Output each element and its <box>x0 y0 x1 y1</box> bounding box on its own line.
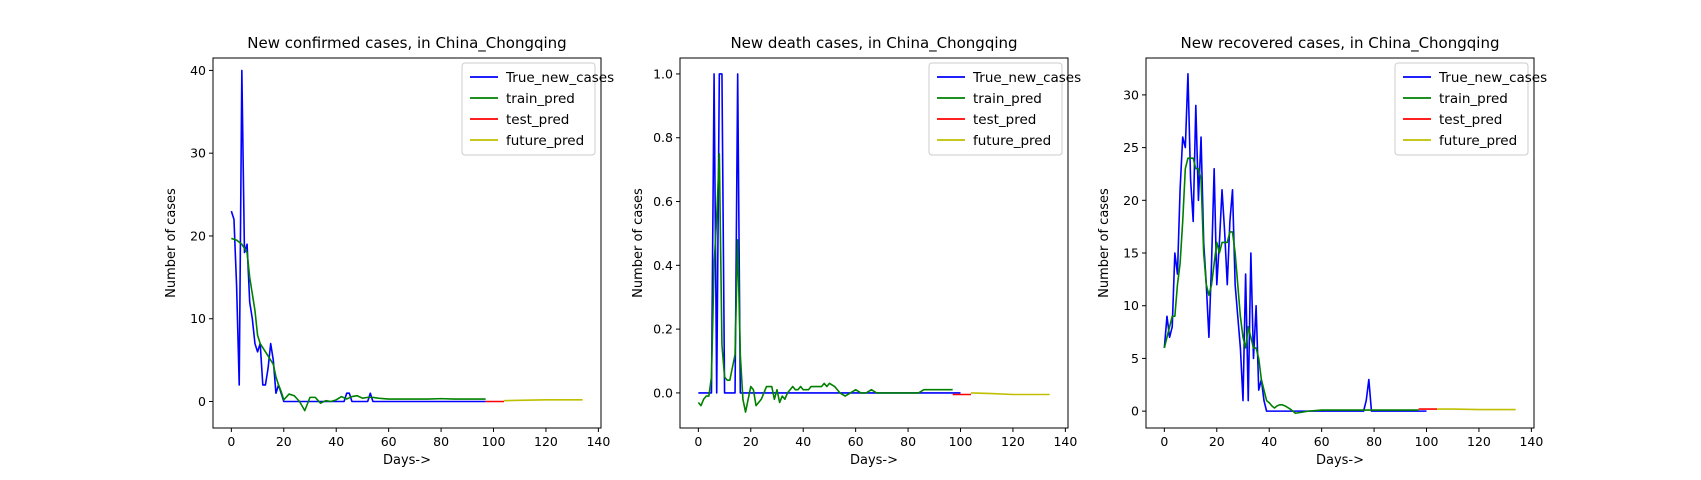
y-tick-label: 0.4 <box>653 258 673 273</box>
chart-title: New death cases, in China_Chongqing <box>730 34 1017 53</box>
series-line-train-pred <box>231 237 486 412</box>
chart-panel-1: 0 20 40 60 80 100 120 140 0 10 20 30 40 New confirmed… <box>164 34 614 468</box>
y-tick-label: 0 <box>198 394 206 409</box>
legend-box <box>461 62 596 156</box>
legend: True_new_cases train_pred test_pred future_… <box>461 62 614 156</box>
x-tick-label: 100 <box>1415 434 1439 449</box>
x-tick-label: 40 <box>1261 434 1277 449</box>
legend-box <box>928 62 1063 156</box>
x-tick-label: 120 <box>534 434 558 449</box>
legend-label-train-pred: train_pred <box>1439 91 1508 107</box>
y-tick-label: 30 <box>1123 87 1139 102</box>
series-line-future-pred <box>970 392 1050 396</box>
x-axis-label: Days-> <box>383 453 431 468</box>
legend: True_new_cases train_pred test_pred future_… <box>1394 62 1547 156</box>
y-tick-label: 20 <box>1123 193 1139 208</box>
y-tick-label: 10 <box>1123 298 1139 313</box>
x-tick-label: 140 <box>1053 434 1077 449</box>
legend-box <box>1394 62 1529 156</box>
legend-label-future-pred: future_pred <box>1439 133 1517 149</box>
legend: True_new_cases train_pred test_pred future_… <box>928 62 1081 156</box>
legend-label-train-pred: train_pred <box>506 91 575 107</box>
series-line-True-new-cases <box>698 73 961 394</box>
y-tick-label: 30 <box>190 146 206 161</box>
x-tick-label: 20 <box>1209 434 1225 449</box>
legend-label-future-pred: future_pred <box>506 133 584 149</box>
x-tick-label: 140 <box>1519 434 1543 449</box>
chart-title: New recovered cases, in China_Chongqing <box>1181 34 1500 53</box>
y-tick-label: 5 <box>1131 351 1139 366</box>
y-tick-label: 1.0 <box>653 66 673 81</box>
x-tick-label: 80 <box>900 434 916 449</box>
x-tick-label: 20 <box>276 434 292 449</box>
chart-panel-2: 0 20 40 60 80 100 120 140 0.0 0.2 0.4 0.6 0.8 1.0 New … <box>631 34 1081 468</box>
y-tick-label: 0 <box>1131 404 1139 419</box>
x-tick-label: 120 <box>1001 434 1025 449</box>
y-tick-label: 20 <box>190 228 206 243</box>
y-tick-label: 0.2 <box>653 322 673 337</box>
y-tick-label: 40 <box>190 63 206 78</box>
series-line-True-new-cases <box>230 69 486 403</box>
x-tick-label: 60 <box>1314 434 1330 449</box>
legend-label-test-pred: test_pred <box>973 112 1036 128</box>
x-tick-label: 80 <box>1366 434 1382 449</box>
x-tick-label: 0 <box>227 434 235 449</box>
y-tick-label: 10 <box>190 311 206 326</box>
plot-frame <box>1145 57 1535 429</box>
y-axis-label: Number of cases <box>1097 188 1112 298</box>
x-tick-label: 140 <box>586 434 610 449</box>
legend-label-True-new-cases: True_new_cases <box>972 70 1081 86</box>
legend-label-True-new-cases: True_new_cases <box>505 70 614 86</box>
legend-label-True-new-cases: True_new_cases <box>1438 70 1547 86</box>
x-tick-label: 100 <box>482 434 506 449</box>
y-tick-label: 0.6 <box>653 194 673 209</box>
series-group <box>1163 73 1516 415</box>
x-axis-label: Days-> <box>1316 453 1364 468</box>
plot-frame <box>212 57 602 429</box>
x-tick-label: 60 <box>381 434 397 449</box>
y-tick-label: 25 <box>1123 140 1139 155</box>
x-tick-label: 0 <box>1160 434 1168 449</box>
y-tick-label: 0.0 <box>653 385 673 400</box>
chart-panel-3: 0 20 40 60 80 100 120 140 0 5 10 15 20 25 30 New recove… <box>1097 34 1547 468</box>
series-group <box>230 69 583 412</box>
x-tick-label: 80 <box>433 434 449 449</box>
series-line-train-pred <box>1163 157 1419 415</box>
series-group <box>697 73 1050 413</box>
y-axis-label: Number of cases <box>164 188 179 298</box>
legend-label-train-pred: train_pred <box>973 91 1042 107</box>
x-tick-label: 120 <box>1467 434 1491 449</box>
plot-frame <box>679 57 1069 429</box>
series-line-train-pred <box>697 152 953 413</box>
x-tick-label: 0 <box>694 434 702 449</box>
legend-label-test-pred: test_pred <box>1439 112 1502 128</box>
x-tick-label: 40 <box>328 434 344 449</box>
y-tick-label: 0.8 <box>653 130 673 145</box>
legend-label-future-pred: future_pred <box>973 133 1051 149</box>
legend-label-test-pred: test_pred <box>506 112 569 128</box>
chart-title: New confirmed cases, in China_Chongqing <box>247 34 566 53</box>
y-axis-label: Number of cases <box>631 188 646 298</box>
x-tick-label: 60 <box>848 434 864 449</box>
x-tick-label: 20 <box>743 434 759 449</box>
x-axis-label: Days-> <box>850 453 898 468</box>
x-tick-label: 100 <box>949 434 973 449</box>
y-tick-label: 15 <box>1123 246 1139 261</box>
x-tick-label: 40 <box>795 434 811 449</box>
series-line-future-pred <box>1437 408 1516 411</box>
series-line-future-pred <box>503 399 583 402</box>
